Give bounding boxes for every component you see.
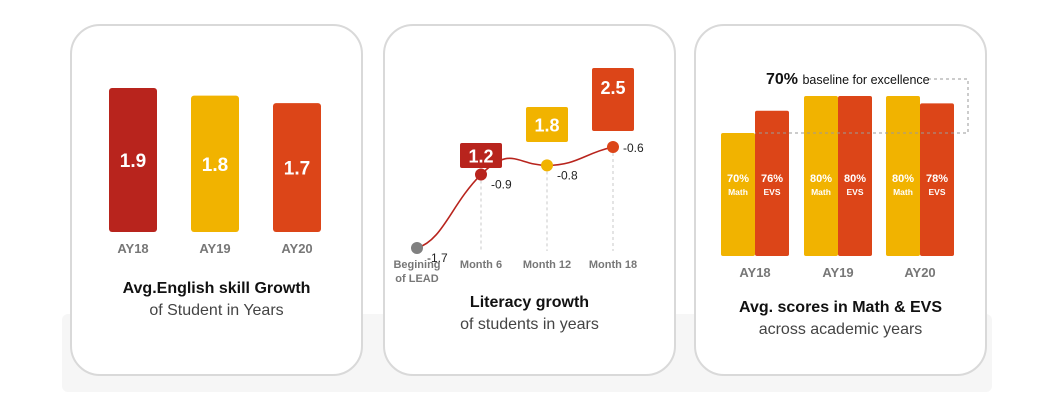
bar [109, 88, 157, 232]
english-growth-caption: Avg.English skill Growth of Student in Y… [72, 278, 361, 322]
data-point [475, 168, 487, 181]
chart-title: Avg. scores in Math & EVS [738, 299, 942, 316]
point-value-label: -0.6 [623, 141, 644, 155]
growth-value-label: 2.5 [600, 78, 625, 98]
x-tick-label: Month 6 [460, 259, 502, 271]
growth-box [592, 68, 634, 131]
point-value-label: -1.7 [427, 251, 448, 265]
bar [804, 96, 838, 256]
growth-box [460, 143, 502, 168]
chart-subtitle: of Student in Years [149, 302, 284, 319]
math-evs-card: 70% Math 76% EVS AY18 80% Math 80% EVS AY19 80% Mat… [694, 24, 987, 376]
math-evs-caption: Avg. scores in Math & EVS across academi… [696, 297, 985, 341]
data-point [607, 141, 619, 153]
point-value-label: -0.9 [491, 178, 512, 192]
bar-value-label: 80% [892, 173, 914, 185]
bar-value-label: 76% [761, 173, 783, 185]
bar-series-label: EVS [846, 187, 863, 197]
series-line [416, 146, 614, 249]
x-tick-label: Month 18 [589, 259, 637, 271]
x-tick-label: AY20 [281, 241, 312, 256]
bar-series-label: Math [728, 187, 748, 197]
data-point [411, 242, 423, 254]
growth-box [526, 107, 568, 142]
bar [721, 133, 755, 256]
bar-value-label: 80% [810, 173, 832, 185]
bar [273, 103, 321, 232]
x-tick-label: AY18 [739, 265, 770, 280]
baseline-label: 70% baseline for excellence [766, 71, 930, 88]
x-tick-label: of LEAD [395, 273, 438, 285]
bar-value-label: 1.8 [202, 155, 228, 176]
literacy-growth-chart: 1.2 1.8 2.5 -1.7 -0.9 -0.8 -0.6 Begining of LEAD… [393, 68, 644, 285]
growth-value-label: 1.8 [534, 116, 559, 136]
chart-subtitle: across academic years [758, 321, 923, 338]
bar-series-label: Math [893, 187, 913, 197]
chart-title: Avg.English skill Growth [122, 280, 311, 297]
bar-value-label: 1.9 [120, 151, 146, 172]
x-tick-label: Begining [393, 259, 440, 271]
x-tick-label: AY18 [117, 241, 148, 256]
bar [920, 103, 954, 257]
english-growth-chart: 1.9 AY18 1.8 AY19 1.7 AY20 [109, 88, 321, 256]
literacy-growth-caption: Literacy growth of students in years [385, 292, 674, 336]
baseline-line [755, 78, 969, 134]
english-growth-card: 1.9 AY18 1.8 AY19 1.7 AY20 Avg.English skill … [70, 24, 363, 376]
x-tick-label: AY20 [904, 265, 935, 280]
bar-value-label: 70% [727, 173, 749, 185]
bar [755, 110, 789, 256]
math-evs-chart: 70% Math 76% EVS AY18 80% Math 80% EVS AY19 80% Mat… [721, 71, 969, 280]
bar [191, 95, 239, 232]
chart-title: Literacy growth [469, 294, 590, 311]
bar-value-label: 78% [926, 173, 948, 185]
bar [886, 96, 920, 256]
bar-series-label: EVS [928, 187, 945, 197]
x-tick-label: AY19 [822, 265, 853, 280]
x-tick-label: AY19 [199, 241, 230, 256]
literacy-growth-card: 1.2 1.8 2.5 -1.7 -0.9 -0.8 -0.6 Begining of LEAD… [383, 24, 676, 376]
x-tick-label: Month 12 [523, 259, 571, 271]
data-point [541, 159, 553, 172]
baseline-value: 70% [766, 71, 802, 88]
bar-value-label: 1.7 [284, 159, 310, 180]
bar-series-label: EVS [763, 187, 780, 197]
bar [838, 96, 872, 256]
bar-series-label: Math [811, 187, 831, 197]
baseline-text: baseline for excellence [802, 73, 929, 87]
point-value-label: -0.8 [557, 168, 578, 182]
bar-value-label: 80% [844, 173, 866, 185]
chart-subtitle: of students in years [460, 316, 599, 333]
growth-value-label: 1.2 [468, 147, 493, 167]
